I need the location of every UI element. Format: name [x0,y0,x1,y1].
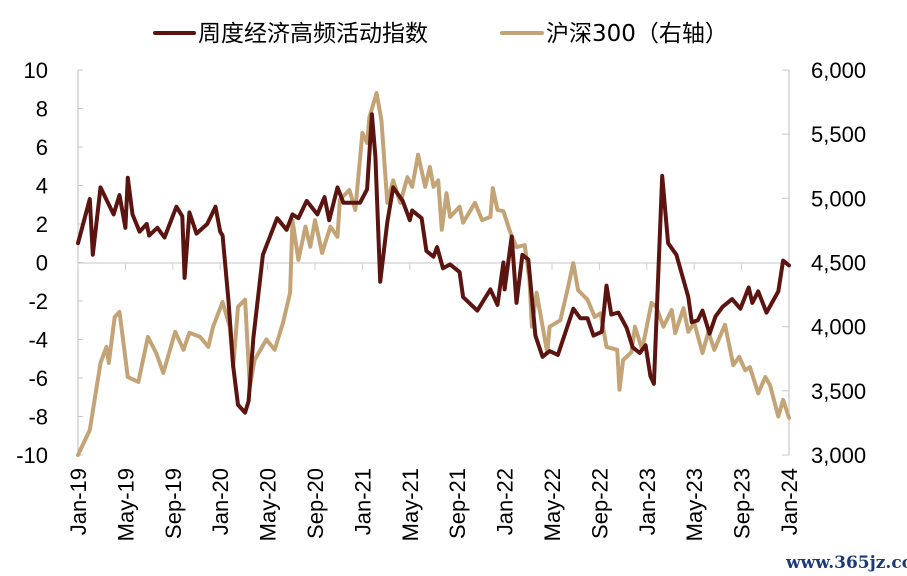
series-line-csi300 [76,91,791,457]
left-tick-label: -8 [28,405,48,430]
x-tick-label: May-23 [682,468,707,541]
right-tick-label: 3,500 [811,379,866,404]
left-tick-label: -2 [28,289,48,314]
left-tick-label: 6 [36,135,48,160]
x-tick-label: Jan-21 [350,468,375,535]
x-tick-label: Sep-20 [303,468,328,539]
right-tick-label: 4,000 [811,315,866,340]
x-tick-label: Sep-21 [445,468,470,539]
left-tick-label: 10 [24,58,48,83]
left-tick-label: -6 [28,366,48,391]
x-tick-label: Sep-23 [730,468,755,539]
x-tick-label: Jan-22 [493,468,518,535]
x-tick-label: May-21 [398,468,423,541]
right-tick-label: 5,500 [811,122,866,147]
legend-label-activity-index: 周度经济高频活动指数 [198,21,428,47]
right-tick-label: 5,000 [811,186,866,211]
x-tick-label: Sep-22 [587,468,612,539]
right-tick-label: 6,000 [811,58,866,83]
left-tick-label: 2 [36,212,48,237]
x-tick-label: Sep-19 [161,468,186,539]
left-tick-label: -10 [16,443,48,468]
x-tick-label: Jan-19 [66,468,91,535]
series-line-activity-index [76,112,791,415]
left-tick-label: 0 [36,251,48,276]
x-tick-label: Jan-23 [635,468,660,535]
x-tick-label: May-19 [113,468,138,541]
x-tick-label: Jan-20 [208,468,233,535]
right-tick-label: 3,000 [811,443,866,468]
left-tick-label: 8 [36,97,48,122]
x-tick-label: Jan-24 [777,468,802,535]
left-tick-label: 4 [36,174,48,199]
legend-label-csi300: 沪深300（右轴） [546,21,728,47]
right-tick-label: 4,500 [811,251,866,276]
legend: 周度经济高频活动指数 沪深300（右轴） [153,21,728,47]
watermark: www.365jz.com [785,553,907,573]
x-tick-label: May-20 [256,468,281,541]
left-tick-label: -4 [28,328,48,353]
x-tick-label: May-22 [540,468,565,541]
